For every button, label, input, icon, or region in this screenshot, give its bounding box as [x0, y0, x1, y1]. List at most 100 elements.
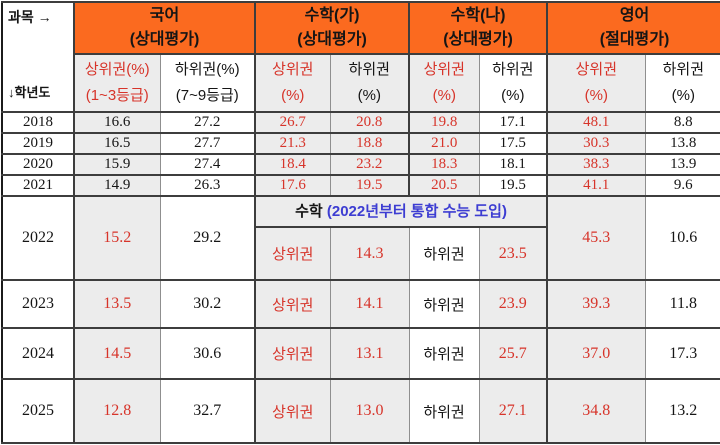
korean-low-cell: 30.6 — [159, 327, 256, 380]
english-low-cell: 10.6 — [644, 195, 720, 281]
subheader-math-ga-low: 하위권 (%) — [329, 53, 410, 113]
subject-name: 영어 — [619, 7, 650, 24]
math-na-low-cell: 19.5 — [478, 174, 548, 197]
korean-high-cell: 15.2 — [73, 195, 161, 281]
english-high-cell: 39.3 — [546, 279, 646, 329]
math-na-low-cell: 18.1 — [478, 153, 548, 176]
math-high-label: 상위권 — [254, 327, 331, 380]
math-na-high-cell: 21.0 — [408, 132, 480, 155]
math-low-cell: 23.9 — [478, 279, 548, 329]
table-row-2018: 2018 16.6 27.2 26.7 20.8 19.8 17.1 48.1 … — [1, 111, 720, 134]
korean-high-cell: 12.8 — [73, 378, 161, 444]
table-row-2023: 2023 13.5 30.2 상위권 14.1 하위권 23.9 39.3 11… — [1, 279, 720, 329]
english-high-cell: 41.1 — [546, 174, 646, 197]
subheader-korean-high: 상위권(%) (1~3등급) — [73, 53, 161, 113]
subject-eval-type: (상대평가) — [443, 31, 513, 48]
math-ga-low-cell: 23.2 — [329, 153, 410, 176]
english-low-cell: 13.2 — [644, 378, 720, 444]
english-low-cell: 8.8 — [644, 111, 720, 134]
math-na-low-cell: 17.1 — [478, 111, 548, 134]
corner-cell: 과목 → ↓학년도 — [1, 1, 75, 113]
english-low-cell: 13.9 — [644, 153, 720, 176]
subject-eval-type: (절대평가) — [599, 31, 670, 48]
math-ga-high-cell: 18.4 — [254, 153, 331, 176]
math-low-label: 하위권 — [408, 327, 480, 380]
korean-low-cell: 27.4 — [159, 153, 256, 176]
english-low-cell: 11.8 — [644, 279, 720, 329]
header-subject-math-na: 수학(나) (상대평가) — [408, 1, 548, 55]
math-low-cell: 23.5 — [478, 226, 548, 281]
subject-name: 국어 — [149, 7, 180, 24]
math-ga-high-cell: 21.3 — [254, 132, 331, 155]
table-row-2021: 2021 14.9 26.3 17.6 19.5 20.5 19.5 41.1 … — [1, 174, 720, 197]
math-low-cell: 27.1 — [478, 378, 548, 444]
year-cell: 2022 — [1, 195, 75, 281]
year-cell: 2019 — [1, 132, 75, 155]
math-ga-low-cell: 19.5 — [329, 174, 410, 197]
subject-name: 수학(가) — [304, 7, 360, 24]
english-low-cell: 17.3 — [644, 327, 720, 380]
korean-low-cell: 27.2 — [159, 111, 256, 134]
math-high-cell: 14.3 — [329, 226, 410, 281]
subject-eval-type: (상대평가) — [129, 31, 200, 48]
math-high-label: 상위권 — [254, 378, 331, 444]
header-subject-korean: 국어 (상대평가) — [72, 1, 256, 55]
math-high-cell: 13.0 — [329, 378, 410, 444]
year-cell: 2018 — [1, 111, 75, 134]
year-cell: 2020 — [1, 153, 75, 176]
subject-axis-label: 과목 → — [8, 9, 52, 25]
english-low-cell: 9.6 — [644, 174, 720, 197]
unified-math-note: (2022년부터 통합 수능 도입) — [326, 203, 507, 220]
year-axis-label: ↓학년도 — [8, 85, 51, 100]
year-cell: 2023 — [1, 279, 75, 329]
table-row-2025: 2025 12.8 32.7 상위권 13.0 하위권 27.1 34.8 13… — [1, 378, 720, 444]
korean-high-cell: 16.5 — [73, 132, 161, 155]
english-low-cell: 13.8 — [644, 132, 720, 155]
english-high-cell: 37.0 — [546, 327, 646, 380]
table-row-2024: 2024 14.5 30.6 상위권 13.1 하위권 25.7 37.0 17… — [1, 327, 720, 380]
unified-math-header: 수학 (2022년부터 통합 수능 도입) — [254, 195, 548, 228]
year-cell: 2021 — [1, 174, 75, 197]
math-low-cell: 25.7 — [478, 327, 548, 380]
subheader-english-high: 상위권 (%) — [546, 53, 646, 113]
math-na-high-cell: 20.5 — [408, 174, 480, 197]
math-high-label: 상위권 — [254, 279, 331, 329]
header-subject-english: 영어 (절대평가) — [546, 1, 720, 55]
korean-high-cell: 16.6 — [73, 111, 161, 134]
subheader-korean-low: 하위권(%) (7~9등급) — [159, 53, 256, 113]
math-ga-high-cell: 26.7 — [254, 111, 331, 134]
english-high-cell: 38.3 — [546, 153, 646, 176]
math-ga-high-cell: 17.6 — [254, 174, 331, 197]
english-high-cell: 34.8 — [546, 378, 646, 444]
english-high-cell: 30.3 — [546, 132, 646, 155]
header-subject-math-ga: 수학(가) (상대평가) — [254, 1, 410, 55]
year-cell: 2025 — [1, 378, 75, 444]
math-high-cell: 13.1 — [329, 327, 410, 380]
korean-high-cell: 14.9 — [73, 174, 161, 197]
year-cell: 2024 — [1, 327, 75, 380]
subheader-english-low: 하위권 (%) — [644, 53, 720, 113]
korean-high-cell: 14.5 — [73, 327, 161, 380]
table-row-2020: 2020 15.9 27.4 18.4 23.2 18.3 18.1 38.3 … — [1, 153, 720, 176]
math-ga-low-cell: 18.8 — [329, 132, 410, 155]
math-ga-low-cell: 20.8 — [329, 111, 410, 134]
korean-high-cell: 15.9 — [73, 153, 161, 176]
subheader-math-na-low: 하위권 (%) — [478, 53, 548, 113]
korean-high-cell: 13.5 — [73, 279, 161, 329]
english-high-cell: 48.1 — [546, 111, 646, 134]
math-na-low-cell: 17.5 — [478, 132, 548, 155]
math-high-cell: 14.1 — [329, 279, 410, 329]
korean-low-cell: 27.7 — [159, 132, 256, 155]
table-row-2019: 2019 16.5 27.7 21.3 18.8 21.0 17.5 30.3 … — [1, 132, 720, 155]
korean-low-cell: 26.3 — [159, 174, 256, 197]
subheader-math-ga-high: 상위권 (%) — [254, 53, 331, 113]
korean-low-cell: 29.2 — [159, 195, 256, 281]
math-low-label: 하위권 — [408, 226, 480, 281]
unified-math-label: 수학 — [295, 203, 323, 220]
math-high-label: 상위권 — [254, 226, 331, 281]
math-na-high-cell: 18.3 — [408, 153, 480, 176]
subheader-math-na-high: 상위권 (%) — [408, 53, 480, 113]
math-low-label: 하위권 — [408, 378, 480, 444]
